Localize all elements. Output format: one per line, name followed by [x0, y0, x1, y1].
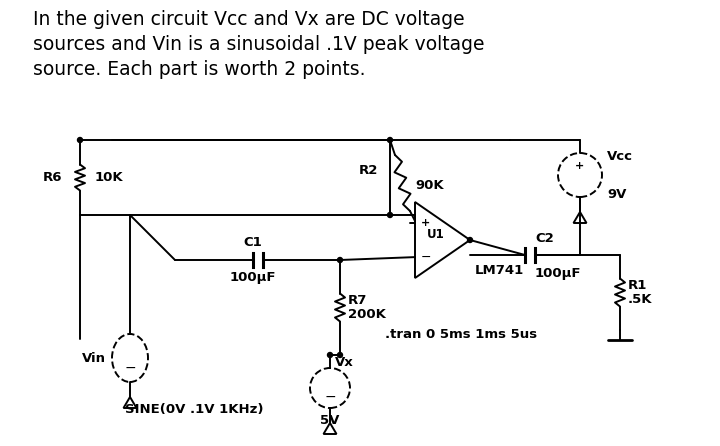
Text: C2: C2: [535, 231, 554, 244]
Text: .tran 0 5ms 1ms 5us: .tran 0 5ms 1ms 5us: [385, 329, 537, 342]
Text: U1: U1: [427, 228, 445, 241]
Circle shape: [338, 352, 343, 358]
Text: 200K: 200K: [348, 308, 386, 321]
Text: 100μF: 100μF: [229, 272, 276, 285]
Text: R6: R6: [42, 171, 62, 184]
Text: +: +: [421, 218, 431, 228]
Circle shape: [328, 352, 333, 358]
Text: −: −: [124, 361, 136, 375]
Text: 90K: 90K: [415, 179, 444, 192]
Circle shape: [78, 137, 83, 143]
Circle shape: [387, 212, 392, 218]
Text: In the given circuit Vcc and Vx are DC voltage
sources and Vin is a sinusoidal .: In the given circuit Vcc and Vx are DC v…: [33, 10, 485, 79]
Circle shape: [467, 238, 472, 243]
Text: R1: R1: [628, 279, 647, 292]
Text: C1: C1: [243, 236, 262, 249]
Text: R2: R2: [359, 164, 378, 177]
Text: Vin: Vin: [82, 351, 106, 364]
Text: R7: R7: [348, 294, 367, 307]
Text: Vcc: Vcc: [607, 149, 633, 162]
Text: Vx: Vx: [335, 356, 354, 369]
Text: +: +: [575, 161, 585, 171]
Text: −: −: [324, 389, 336, 403]
Text: 9V: 9V: [607, 187, 626, 201]
Text: LM741: LM741: [475, 264, 524, 277]
Circle shape: [338, 257, 343, 263]
Text: −: −: [421, 251, 431, 264]
Text: .5K: .5K: [628, 293, 652, 306]
Text: 5V: 5V: [320, 413, 340, 426]
Text: 10K: 10K: [95, 171, 124, 184]
Text: 100μF: 100μF: [535, 267, 582, 280]
Circle shape: [387, 137, 392, 143]
Text: SINE(0V .1V 1KHz): SINE(0V .1V 1KHz): [125, 404, 264, 417]
